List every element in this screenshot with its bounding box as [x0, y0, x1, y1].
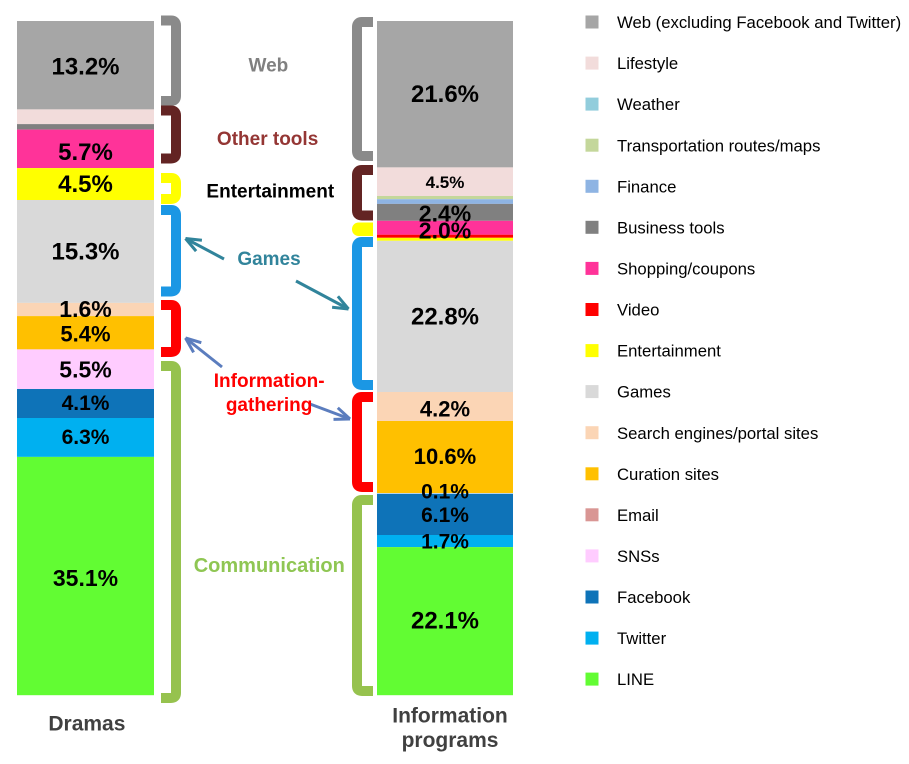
svg-text:Information: Information — [392, 705, 508, 728]
svg-text:Weather: Weather — [617, 95, 680, 114]
svg-text:Search engines/portal sites: Search engines/portal sites — [617, 424, 818, 443]
svg-text:1.7%: 1.7% — [421, 531, 469, 554]
svg-text:10.6%: 10.6% — [414, 444, 476, 469]
svg-text:Games: Games — [617, 383, 671, 402]
svg-text:35.1%: 35.1% — [53, 565, 118, 591]
svg-text:6.3%: 6.3% — [62, 426, 110, 449]
svg-text:5.7%: 5.7% — [58, 139, 113, 166]
svg-text:5.4%: 5.4% — [60, 322, 110, 347]
svg-text:LINE: LINE — [617, 670, 654, 689]
svg-text:4.5%: 4.5% — [426, 173, 465, 192]
svg-text:SNSs: SNSs — [617, 547, 660, 566]
svg-text:4.5%: 4.5% — [58, 171, 113, 198]
svg-text:Twitter: Twitter — [617, 629, 667, 648]
svg-text:Communication: Communication — [194, 555, 345, 577]
svg-text:5.5%: 5.5% — [59, 356, 111, 382]
svg-text:Web: Web — [249, 56, 289, 77]
svg-text:Email: Email — [617, 506, 659, 525]
svg-text:Web (excluding Facebook and Tw: Web (excluding Facebook and Twitter) — [617, 13, 901, 32]
svg-text:Business tools: Business tools — [617, 218, 725, 237]
svg-text:22.8%: 22.8% — [411, 304, 479, 331]
svg-text:0.1%: 0.1% — [421, 480, 469, 503]
svg-text:4.2%: 4.2% — [420, 397, 470, 422]
svg-text:gathering: gathering — [226, 395, 313, 416]
svg-text:6.1%: 6.1% — [421, 504, 469, 527]
svg-text:21.6%: 21.6% — [411, 81, 479, 108]
svg-text:Lifestyle: Lifestyle — [617, 54, 678, 73]
svg-text:Facebook: Facebook — [617, 588, 691, 607]
svg-text:Curation sites: Curation sites — [617, 465, 719, 484]
svg-text:Games: Games — [237, 249, 300, 270]
svg-text:Entertainment: Entertainment — [206, 182, 334, 203]
svg-text:1.6%: 1.6% — [59, 296, 111, 322]
svg-text:13.2%: 13.2% — [51, 54, 119, 81]
svg-text:Dramas: Dramas — [48, 712, 125, 735]
svg-text:22.1%: 22.1% — [411, 608, 479, 635]
svg-text:Entertainment: Entertainment — [617, 342, 721, 361]
svg-text:Other tools: Other tools — [217, 129, 318, 150]
svg-text:Transportation routes/maps: Transportation routes/maps — [617, 136, 820, 155]
svg-text:Finance: Finance — [617, 177, 676, 196]
svg-text:Video: Video — [617, 301, 659, 320]
svg-text:Information-: Information- — [214, 371, 325, 392]
svg-text:programs: programs — [402, 729, 499, 752]
svg-text:2.0%: 2.0% — [419, 217, 471, 243]
svg-text:4.1%: 4.1% — [62, 392, 110, 415]
svg-text:Shopping/coupons: Shopping/coupons — [617, 260, 755, 279]
svg-text:15.3%: 15.3% — [51, 239, 119, 266]
